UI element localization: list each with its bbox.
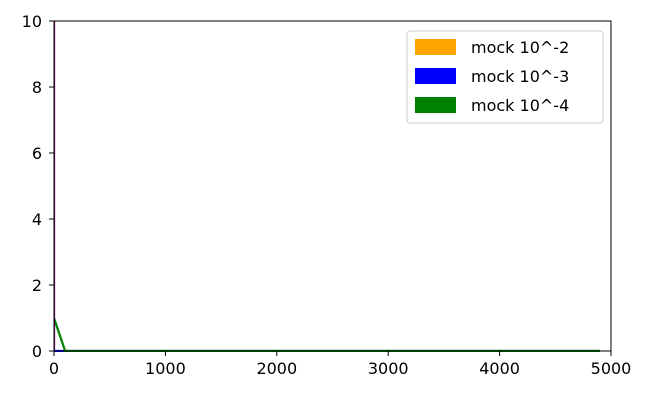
x-tick-label: 0 bbox=[49, 359, 59, 378]
legend-label: mock 10^-3 bbox=[471, 67, 569, 86]
x-tick-label: 2000 bbox=[256, 359, 297, 378]
legend-swatch bbox=[415, 39, 456, 55]
x-tick-label: 1000 bbox=[145, 359, 186, 378]
legend: mock 10^-2 mock 10^-3 mock 10^-4 bbox=[406, 30, 604, 124]
y-tick-label: 4 bbox=[32, 210, 42, 229]
y-tick-label: 0 bbox=[32, 342, 42, 361]
x-tick-label: 3000 bbox=[368, 359, 409, 378]
x-tick-label: 5000 bbox=[591, 359, 632, 378]
y-tick-label: 2 bbox=[32, 276, 42, 295]
axes-frame bbox=[53, 20, 612, 352]
legend-label: mock 10^-4 bbox=[471, 96, 569, 115]
y-tick-label: 10 bbox=[22, 12, 42, 31]
axes: 0 1000 2000 3000 4000 5000 0 2 4 6 8 10 bbox=[22, 12, 632, 378]
y-tick-label: 6 bbox=[32, 144, 42, 163]
legend-swatch bbox=[415, 68, 456, 84]
y-tick-label: 8 bbox=[32, 78, 42, 97]
legend-label: mock 10^-2 bbox=[471, 38, 569, 57]
x-tick-label: 4000 bbox=[479, 359, 520, 378]
legend-swatch bbox=[415, 97, 456, 113]
